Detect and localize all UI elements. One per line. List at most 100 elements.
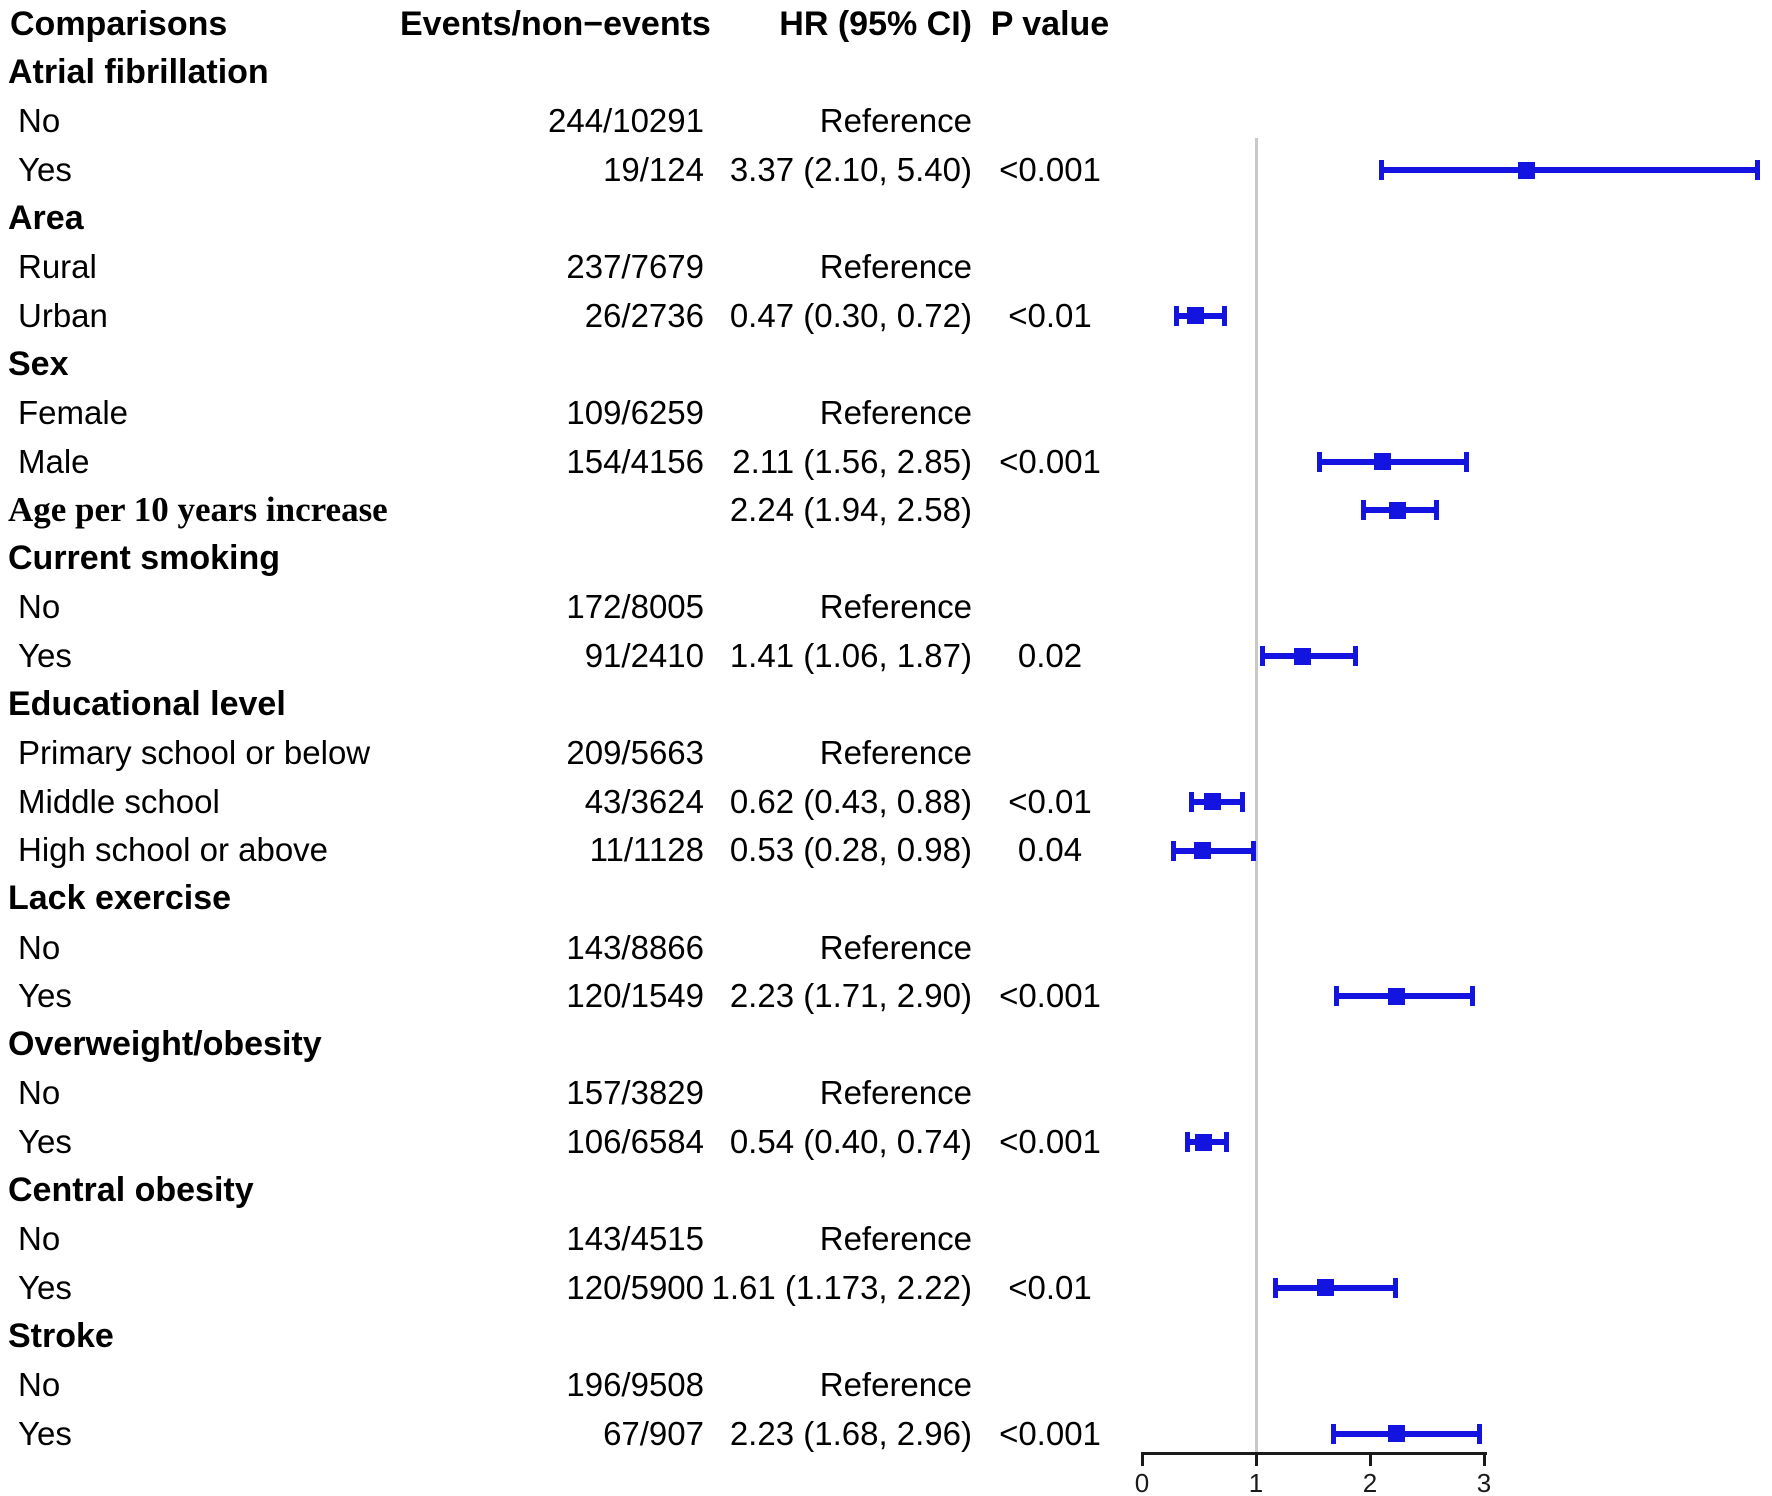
table-row: No 196/9508 Reference (0, 1361, 1772, 1410)
hr-ci-cell: 2.23 (1.71, 2.90) (729, 977, 972, 1015)
table-row: Primary school or below 209/5663 Reference (0, 729, 1772, 778)
hr-ci-cell: Reference (819, 588, 972, 626)
hr-point-marker (1387, 1425, 1405, 1443)
ci-cap-right (1392, 1277, 1398, 1298)
row-label: Primary school or below (18, 734, 371, 772)
events-cell: 143/4515 (566, 1220, 704, 1258)
row-label: Age per 10 years increase (8, 490, 388, 530)
group-row: Educational level (0, 680, 1772, 729)
hr-point-marker (1204, 793, 1222, 811)
ci-cap-left (1378, 160, 1384, 181)
events-cell: 237/7679 (566, 248, 704, 286)
hr-point-marker (1187, 307, 1205, 325)
p-value-cell: <0.01 (1008, 296, 1092, 334)
events-cell: 120/5900 (566, 1268, 704, 1306)
x-axis-tick-label: 1 (1248, 1468, 1264, 1496)
table-row: Male 154/4156 2.11 (1.56, 2.85) <0.001 (0, 437, 1772, 486)
table-row: No 244/10291 Reference (0, 97, 1772, 146)
ci-cap-left (1334, 986, 1340, 1007)
p-value-cell: 0.04 (1017, 831, 1083, 869)
table-row: No 143/8866 Reference (0, 923, 1772, 972)
hr-ci-cell: 2.23 (1.68, 2.96) (729, 1414, 972, 1452)
row-label: Yes (18, 977, 72, 1015)
row-label: No (18, 928, 61, 966)
row-label: No (18, 1220, 61, 1258)
row-label: Yes (18, 637, 72, 675)
events-cell: 196/9508 (566, 1365, 704, 1403)
table-row: Urban 26/2736 0.47 (0.30, 0.72) <0.01 (0, 292, 1772, 341)
ci-cap-right (1221, 305, 1227, 326)
ci-line (1336, 993, 1473, 1000)
events-cell: 91/2410 (584, 637, 704, 675)
events-cell: 172/8005 (566, 588, 704, 626)
column-header-comparisons: Comparisons (10, 4, 228, 43)
column-header-pvalue: P value (990, 4, 1110, 43)
row-label: Yes (18, 1268, 72, 1306)
hr-ci-cell: Reference (819, 734, 972, 772)
p-value-cell: <0.01 (1008, 782, 1092, 820)
hr-point-marker (1294, 647, 1312, 665)
events-cell: 209/5663 (566, 734, 704, 772)
ci-cap-right (1755, 160, 1761, 181)
table-rows: Comparisons Events/non−events HR (95% CI… (0, 4, 1772, 1458)
table-row: Yes 106/6584 0.54 (0.40, 0.74) <0.001 (0, 1118, 1772, 1167)
group-row: Lack exercise (0, 875, 1772, 924)
table-row: Female 109/6259 Reference (0, 389, 1772, 438)
ci-cap-right (1352, 646, 1358, 667)
row-label: Female (18, 394, 129, 432)
ci-cap-right (1470, 986, 1476, 1007)
group-row: Current smoking (0, 535, 1772, 584)
hr-point-marker (1195, 1133, 1213, 1151)
events-cell: 26/2736 (584, 296, 704, 334)
table-row: Yes 67/907 2.23 (1.68, 2.96) <0.001 (0, 1409, 1772, 1458)
table-row: No 172/8005 Reference (0, 583, 1772, 632)
ci-line (1381, 167, 1758, 174)
hr-ci-cell: Reference (819, 928, 972, 966)
row-label: Current smoking (8, 539, 281, 578)
group-row: Sex (0, 340, 1772, 389)
p-value-cell: <0.001 (999, 1414, 1101, 1452)
table-row: Yes 120/1549 2.23 (1.71, 2.90) <0.001 (0, 972, 1772, 1021)
row-label: No (18, 1365, 61, 1403)
ci-cap-right (1464, 451, 1470, 472)
p-value-cell: 0.02 (1017, 637, 1083, 675)
hr-ci-cell: 3.37 (2.10, 5.40) (729, 151, 972, 189)
table-row: Age per 10 years increase 2.24 (1.94, 2.5… (0, 486, 1772, 535)
ci-cap-left (1317, 451, 1323, 472)
hr-ci-cell: 1.61 (1.173, 2.22) (711, 1268, 972, 1306)
x-axis-tick-label: 3 (1476, 1468, 1492, 1496)
events-cell: 109/6259 (566, 394, 704, 432)
p-value-cell: <0.001 (999, 151, 1101, 189)
hr-ci-cell: Reference (819, 1220, 972, 1258)
hr-ci-cell: Reference (819, 248, 972, 286)
ci-cap-left (1360, 500, 1366, 521)
table-row: Yes 120/5900 1.61 (1.173, 2.22) <0.01 (0, 1263, 1772, 1312)
x-axis-tick (1140, 1452, 1144, 1466)
p-value-cell: <0.01 (1008, 1268, 1092, 1306)
hr-point-marker (1317, 1279, 1335, 1297)
group-row: Stroke (0, 1312, 1772, 1361)
events-cell: 43/3624 (584, 782, 704, 820)
row-label: Yes (18, 1122, 72, 1160)
events-cell: 19/124 (603, 151, 704, 189)
hr-point-marker (1388, 501, 1406, 519)
row-label: High school or above (18, 831, 329, 869)
x-axis-tick-label: 2 (1362, 1468, 1378, 1496)
group-row: Atrial fibrillation (0, 49, 1772, 98)
events-cell: 244/10291 (548, 102, 704, 140)
ci-cap-left (1173, 305, 1179, 326)
events-cell: 67/907 (603, 1414, 704, 1452)
hr-ci-cell: 2.24 (1.94, 2.58) (729, 491, 972, 529)
events-cell: 11/1128 (589, 831, 704, 869)
hr-ci-cell: 0.53 (0.28, 0.98) (729, 831, 972, 869)
ci-cap-right (1476, 1423, 1482, 1444)
ci-line (1173, 847, 1254, 854)
row-label: Middle school (18, 782, 220, 820)
events-cell: 157/3829 (566, 1074, 704, 1112)
ci-cap-right (1251, 840, 1257, 861)
p-value-cell: <0.001 (999, 977, 1101, 1015)
hr-point-marker (1374, 453, 1392, 471)
ci-cap-left (1171, 840, 1177, 861)
row-label: No (18, 1074, 61, 1112)
table-row: Middle school 43/3624 0.62 (0.43, 0.88) <0.… (0, 778, 1772, 827)
